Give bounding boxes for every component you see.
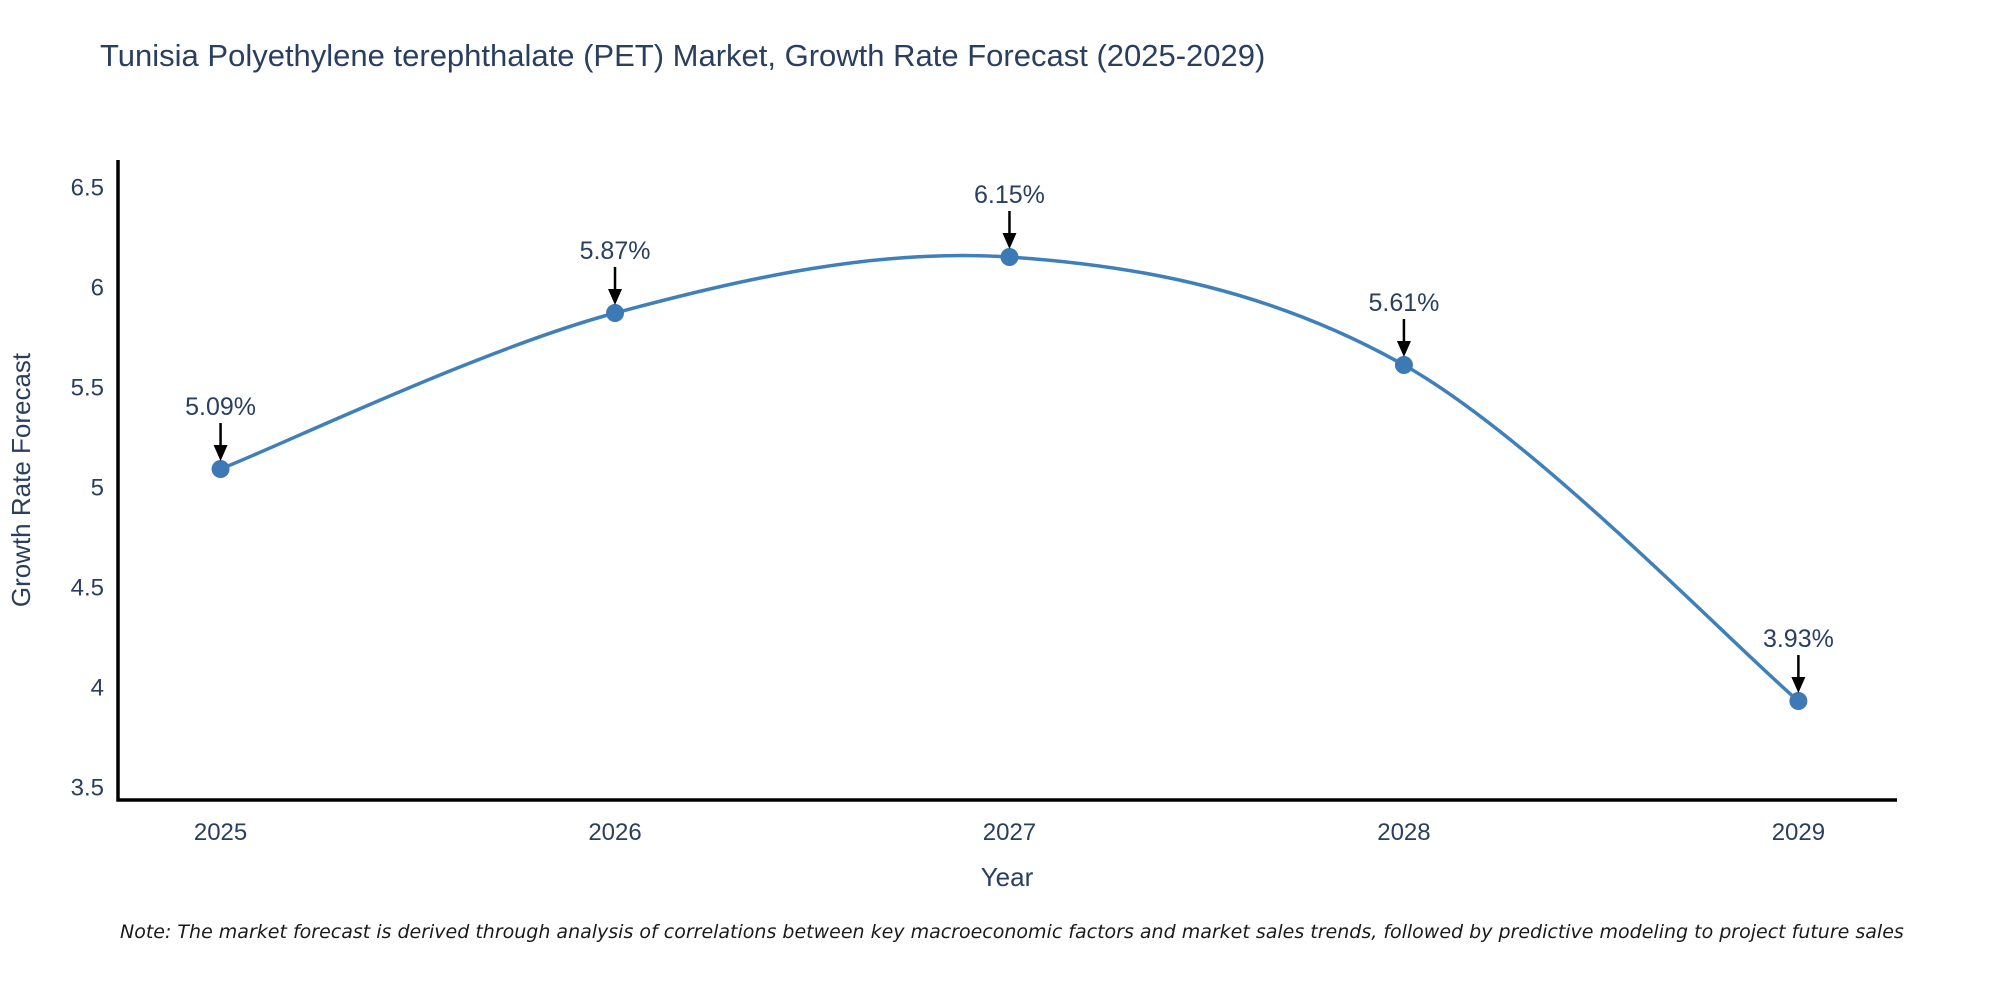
y-tick-label: 4 bbox=[91, 674, 104, 701]
y-tick-label: 6 bbox=[91, 274, 104, 301]
annotation-arrowhead bbox=[1002, 233, 1017, 249]
x-tick-label: 2028 bbox=[1377, 819, 1430, 846]
y-tick-label: 4.5 bbox=[71, 574, 104, 601]
data-point-marker bbox=[211, 460, 230, 478]
annotation-arrowhead bbox=[1791, 677, 1806, 693]
annotation-arrowhead bbox=[213, 445, 228, 461]
y-tick-label: 5 bbox=[91, 474, 104, 501]
x-axis-title: Year bbox=[981, 862, 1034, 892]
forecast-line bbox=[218, 253, 1801, 703]
data-point-marker bbox=[1789, 692, 1808, 710]
x-tick-label: 2029 bbox=[1772, 819, 1825, 846]
y-tick-label: 3.5 bbox=[71, 774, 104, 801]
annotation-label: 6.15% bbox=[974, 181, 1045, 209]
annotation-arrowhead bbox=[608, 289, 623, 305]
annotation-label: 5.09% bbox=[185, 393, 256, 421]
axis-lines bbox=[116, 160, 1897, 802]
y-axis-title: Growth Rate Forecast bbox=[6, 352, 36, 607]
y-tick-label: 6.5 bbox=[71, 174, 104, 201]
data-point-marker bbox=[1394, 356, 1413, 374]
x-tick-label: 2025 bbox=[194, 819, 247, 846]
data-point-marker bbox=[606, 304, 625, 322]
chart-title: Tunisia Polyethylene terephthalate (PET)… bbox=[100, 38, 1265, 73]
annotation-label: 5.61% bbox=[1368, 289, 1439, 317]
footnote: Note: The market forecast is derived thr… bbox=[120, 921, 1904, 943]
annotation-arrowhead bbox=[1396, 341, 1411, 357]
data-point-marker bbox=[1000, 248, 1019, 266]
x-tick-label: 2026 bbox=[588, 819, 641, 846]
x-tick-label: 2027 bbox=[983, 819, 1036, 846]
plot-area: 3.5 4 4.5 5 5.5 6 6.5 2025 2026 2027 2028 2029 5.09%… bbox=[71, 160, 1897, 846]
y-tick-label: 5.5 bbox=[71, 374, 104, 401]
annotation-label: 3.93% bbox=[1763, 625, 1834, 653]
annotation-label: 5.87% bbox=[580, 237, 651, 265]
